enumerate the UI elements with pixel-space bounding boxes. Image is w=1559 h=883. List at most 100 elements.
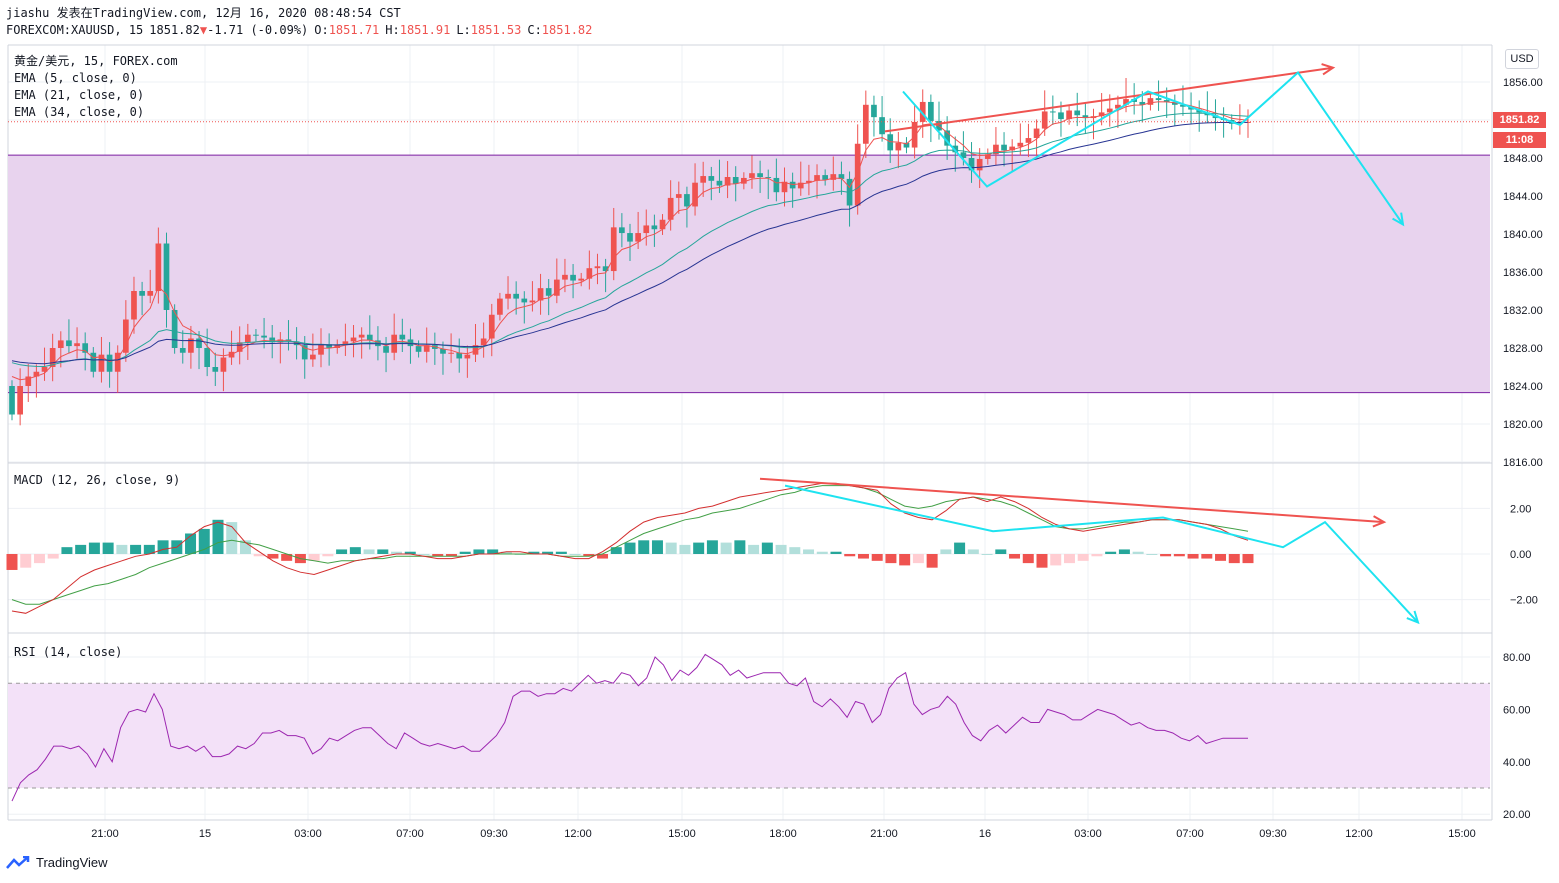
legend-pair[interactable]: 黄金/美元, 15, FOREX.com (14, 54, 178, 68)
candle-down (399, 334, 406, 340)
candle-down (1001, 144, 1007, 151)
macd-label[interactable]: MACD (12, 26, close, 9) (14, 473, 181, 487)
rsi-pane (8, 653, 1490, 802)
change-value: -1.71 (-0.09%) (207, 23, 309, 37)
candle-down (651, 225, 658, 230)
high-value: 1851.91 (399, 23, 451, 37)
candle-down (732, 177, 739, 184)
candle-down (415, 346, 422, 352)
candle-up (895, 142, 902, 151)
candle-up (17, 386, 23, 415)
legend-ema5[interactable]: EMA (5, close, 0) (14, 71, 137, 85)
macd-histogram-bar (1009, 554, 1021, 559)
candle-down (456, 352, 463, 359)
macd-histogram-bar (1063, 554, 1075, 564)
macd-histogram-bar (1160, 554, 1172, 557)
candle-up (1098, 112, 1105, 117)
candle-down (716, 180, 723, 186)
macd-histogram-bar (61, 547, 73, 554)
candle-down (163, 243, 170, 310)
tradingview-logo[interactable]: TradingView (6, 855, 108, 870)
macd-histogram-bar (102, 542, 114, 554)
macd-histogram-bar (404, 551, 416, 554)
macd-histogram-bar (638, 540, 650, 554)
candle-up (643, 225, 650, 234)
candle-up (635, 233, 641, 242)
price-trendline-arrow-head (1321, 63, 1336, 76)
macd-histogram-bar (528, 551, 540, 554)
macd-histogram-bar (459, 551, 471, 554)
macd-histogram-bar (899, 554, 911, 566)
rsi-line (11, 653, 1248, 802)
candle-down (871, 104, 877, 118)
time-tick-label: 07:00 (1176, 828, 1204, 840)
macd-histogram-bar (226, 522, 238, 554)
candle-down (602, 266, 609, 272)
candle-up (911, 121, 918, 148)
time-tick-label: 12:00 (1345, 828, 1373, 840)
candle-up (594, 266, 601, 269)
time-tick-label: 15 (199, 828, 211, 840)
macd-histogram-bar (322, 554, 334, 557)
candle-up (659, 219, 666, 230)
legend-ema21[interactable]: EMA (21, close, 0) (14, 88, 145, 102)
macd-histogram-bar (720, 542, 732, 554)
legend-ema34[interactable]: EMA (34, close, 0) (14, 105, 145, 119)
candle-up (1066, 110, 1072, 120)
candle-up (310, 354, 316, 360)
candle-up (505, 293, 511, 299)
macd-histogram-bar (816, 551, 828, 554)
rsi-label[interactable]: RSI (14, close) (14, 645, 123, 659)
candle-up (464, 354, 471, 359)
macd-histogram-bar (844, 554, 856, 557)
macd-histogram-bar (706, 540, 718, 554)
macd-histogram-bar (995, 549, 1007, 554)
price-tick-label: 1836.00 (1503, 267, 1543, 279)
candle-down (440, 348, 446, 354)
rsi-band (8, 683, 1490, 788)
candle-down (960, 152, 967, 158)
time-tick-label: 16 (979, 828, 991, 840)
macd-histogram-bar (473, 549, 485, 554)
macd-zigzag-arrow-head (1406, 610, 1420, 625)
price-tick-label: 1832.00 (1503, 305, 1543, 317)
macd-histogram-bar (487, 549, 499, 554)
rsi-tick-label: 20.00 (1503, 809, 1531, 821)
candle-down (1082, 115, 1089, 119)
candle-up (1025, 138, 1032, 143)
macd-histogram-bar (1132, 551, 1144, 554)
candle-down (1049, 111, 1056, 113)
macd-histogram-bar (500, 551, 512, 554)
rsi-tick-label: 40.00 (1503, 757, 1531, 769)
macd-histogram-bar (1050, 554, 1062, 566)
time-tick-label: 21:00 (870, 828, 898, 840)
currency-button[interactable]: USD (1505, 49, 1539, 69)
candle-up (98, 354, 105, 372)
tradingview-brand: TradingView (36, 855, 108, 870)
candle-up (578, 278, 585, 281)
candle-down (708, 176, 715, 181)
candle-up (740, 177, 747, 184)
macd-histogram-bar (693, 542, 705, 554)
macd-histogram-bar (363, 549, 375, 554)
macd-histogram-bar (954, 542, 966, 554)
candle-up (131, 291, 137, 320)
macd-tick-label: −2.00 (1510, 595, 1538, 607)
candle-up (797, 182, 804, 189)
price-tick-label: 1844.00 (1503, 191, 1543, 203)
candle-up (1017, 142, 1024, 147)
candle-down (1074, 110, 1081, 116)
candle-down (171, 310, 178, 348)
candle-down (383, 346, 389, 353)
candle-up (334, 345, 341, 348)
candle-up (342, 341, 349, 346)
low-value: 1851.53 (470, 23, 522, 37)
candle-up (147, 291, 154, 296)
candle-down (1171, 101, 1178, 105)
macd-histogram-bar (967, 549, 979, 554)
candle-down (903, 142, 910, 148)
candle-down (545, 288, 552, 296)
chart-header: jiashu 发表在TradingView.com, 12月 16, 2020 … (6, 5, 592, 39)
price-tick-label: 1840.00 (1503, 229, 1543, 241)
macd-histogram-bar (239, 540, 251, 554)
